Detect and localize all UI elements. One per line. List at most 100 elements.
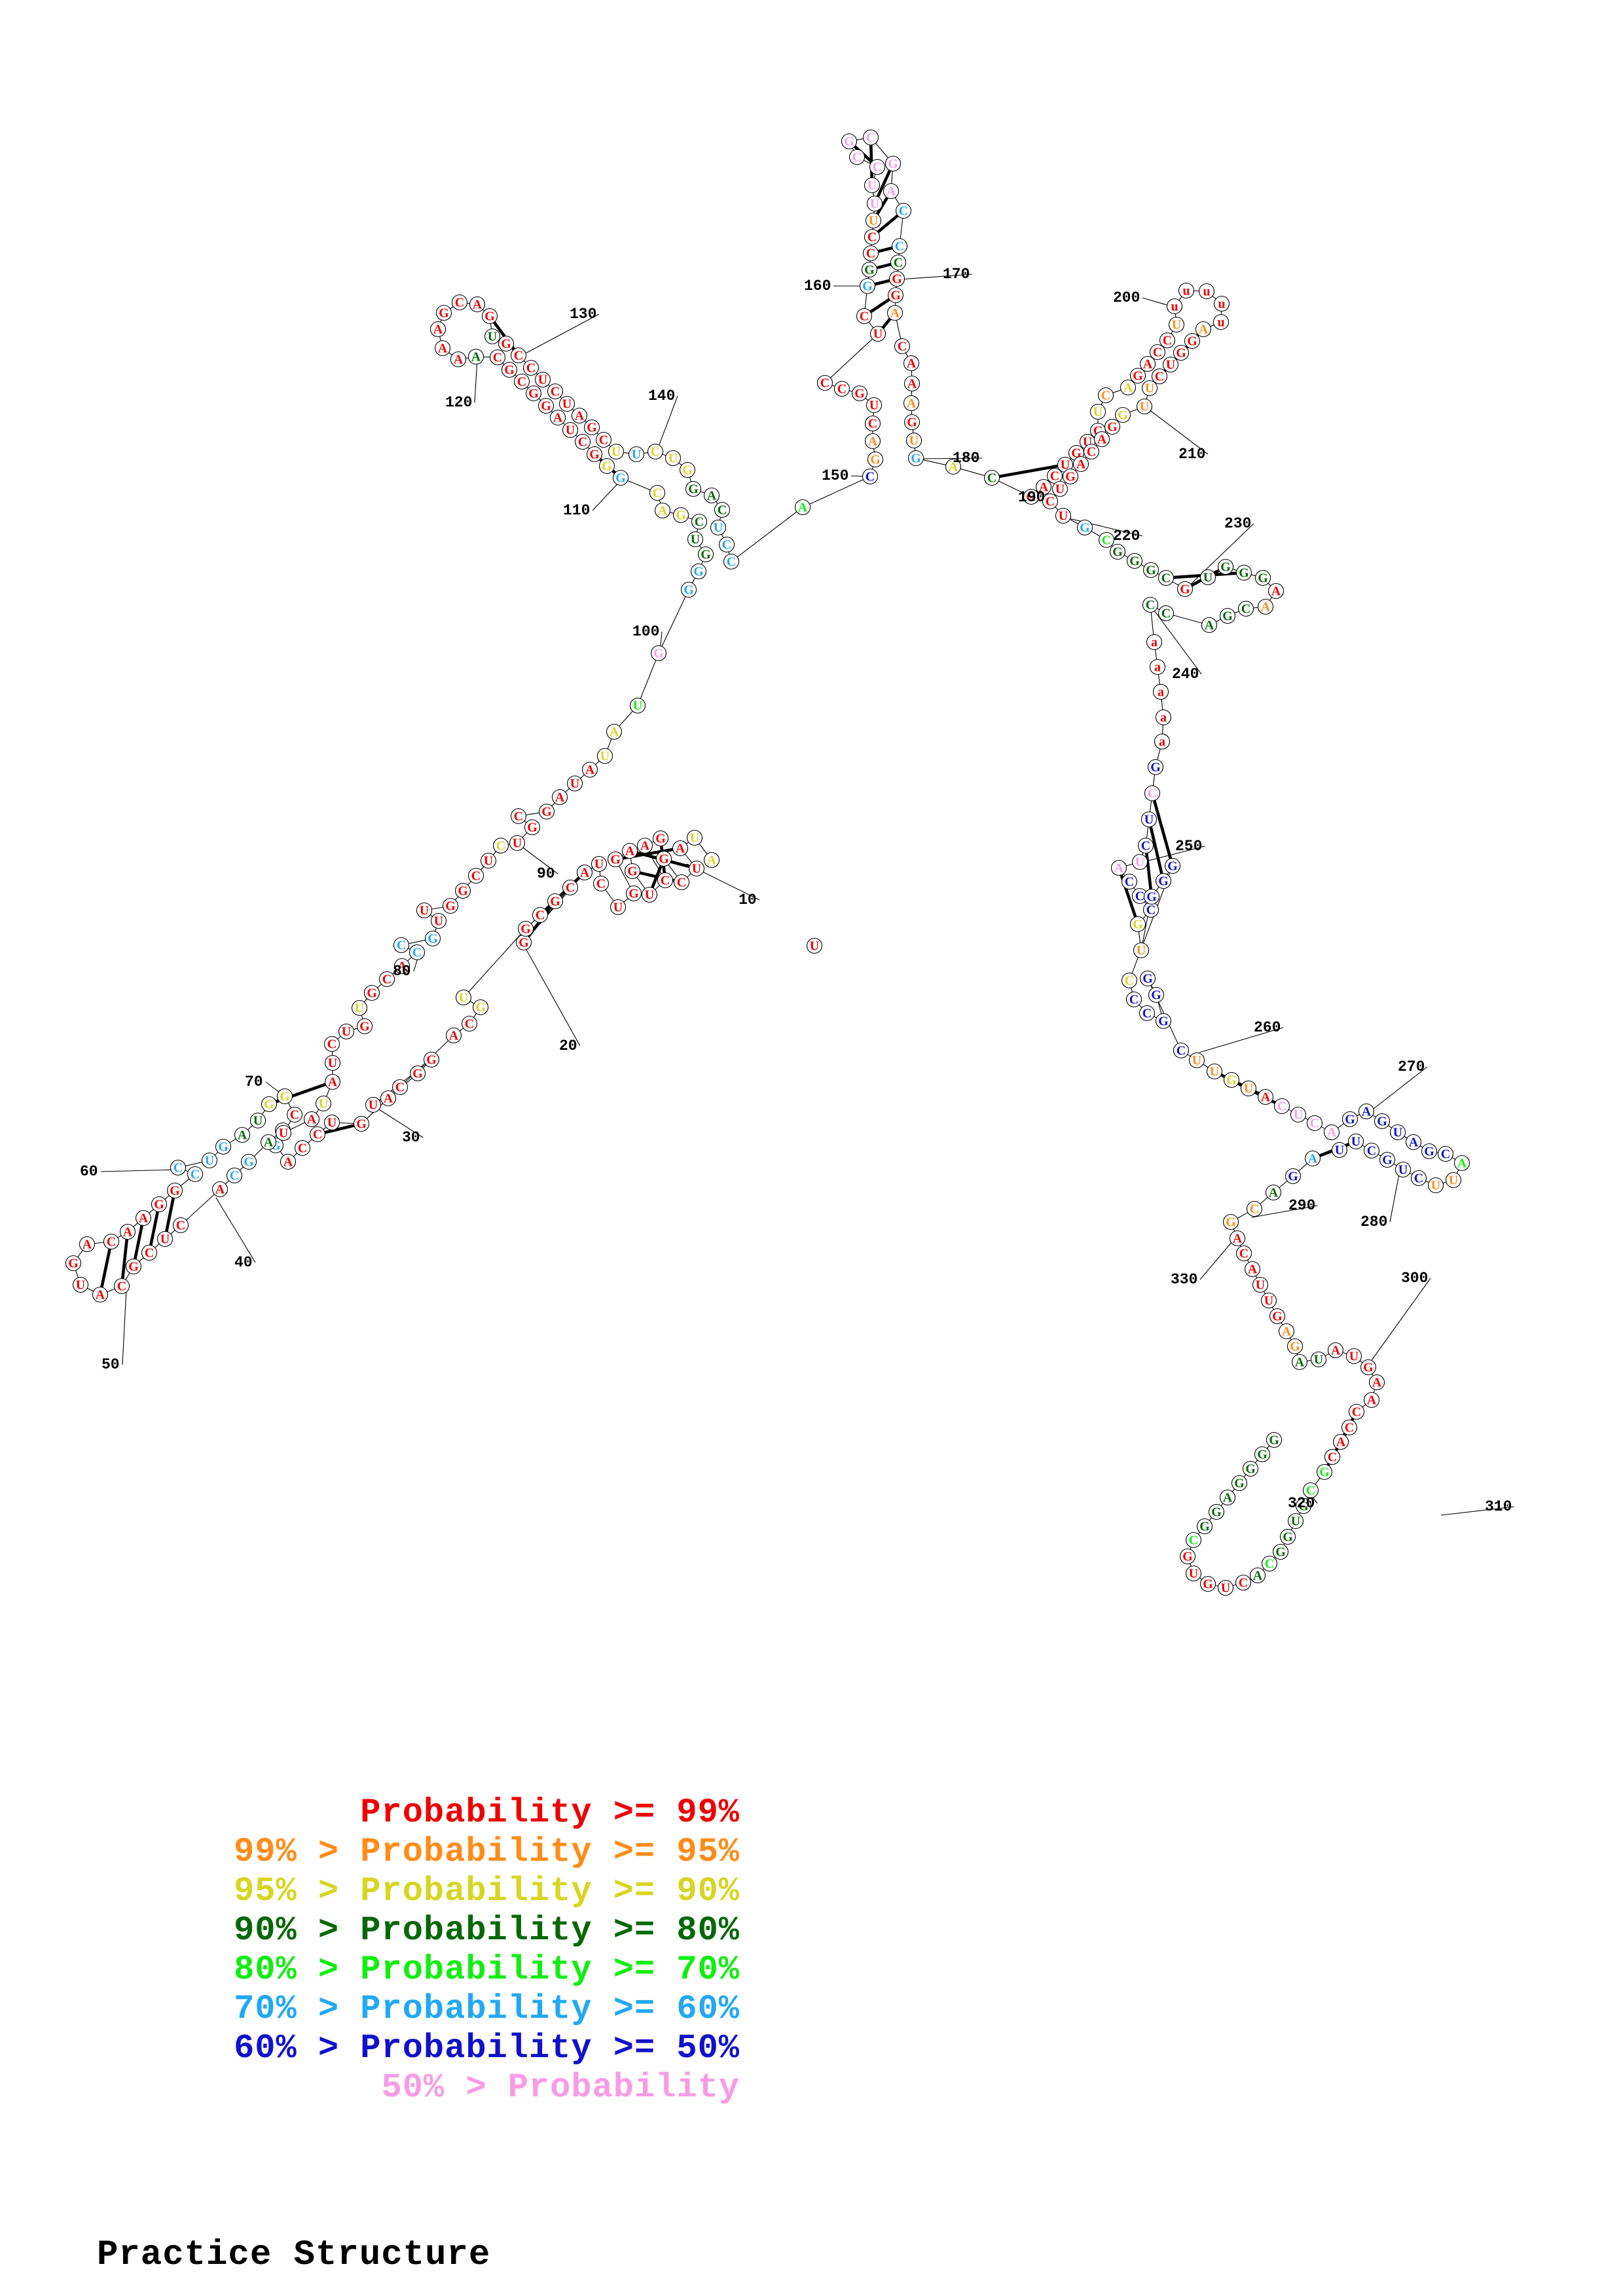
nucleotide-circle[interactable] xyxy=(416,902,433,919)
nucleotide-circle[interactable] xyxy=(1162,356,1179,373)
nucleotide-circle[interactable] xyxy=(1178,282,1195,299)
nucleotide-circle[interactable] xyxy=(612,469,629,486)
nucleotide-circle[interactable] xyxy=(455,989,472,1006)
nucleotide-circle[interactable] xyxy=(1093,431,1110,448)
nucleotide-circle[interactable] xyxy=(489,349,506,366)
nucleotide-circle[interactable] xyxy=(624,863,641,880)
nucleotide-circle[interactable] xyxy=(409,944,426,961)
nucleotide-circle[interactable] xyxy=(650,645,667,662)
nucleotide-circle[interactable] xyxy=(1302,1482,1319,1499)
nucleotide-circle[interactable] xyxy=(480,852,497,869)
nucleotide-circle[interactable] xyxy=(621,842,638,859)
nucleotide-circle[interactable] xyxy=(1055,507,1072,524)
nucleotide-circle[interactable] xyxy=(1125,991,1142,1008)
nucleotide-circle[interactable] xyxy=(866,397,883,414)
nucleotide-circle[interactable] xyxy=(1246,1200,1263,1217)
nucleotide-circle[interactable] xyxy=(685,480,702,497)
nucleotide-circle[interactable] xyxy=(856,308,873,325)
nucleotide-circle[interactable] xyxy=(1185,1532,1202,1549)
nucleotide-circle[interactable] xyxy=(1213,295,1230,312)
nucleotide-circle[interactable] xyxy=(861,261,878,278)
nucleotide-circle[interactable] xyxy=(442,897,459,914)
nucleotide-circle[interactable] xyxy=(686,829,703,846)
nucleotide-circle[interactable] xyxy=(501,361,518,378)
nucleotide-circle[interactable] xyxy=(1269,1308,1286,1325)
nucleotide-circle[interactable] xyxy=(1331,1141,1348,1158)
nucleotide-circle[interactable] xyxy=(1142,562,1159,579)
nucleotide-circle[interactable] xyxy=(92,1286,109,1303)
nucleotide-circle[interactable] xyxy=(1158,569,1175,586)
nucleotide-circle[interactable] xyxy=(905,432,922,449)
nucleotide-circle[interactable] xyxy=(894,338,911,355)
nucleotide-circle[interactable] xyxy=(1042,493,1059,510)
nucleotide-circle[interactable] xyxy=(903,355,920,372)
nucleotide-circle[interactable] xyxy=(1223,1071,1240,1088)
nucleotide-circle[interactable] xyxy=(338,1023,355,1040)
nucleotide-circle[interactable] xyxy=(687,531,704,548)
nucleotide-circle[interactable] xyxy=(1219,607,1236,624)
nucleotide-circle[interactable] xyxy=(547,383,564,400)
nucleotide-circle[interactable] xyxy=(534,371,551,388)
nucleotide-circle[interactable] xyxy=(1143,888,1160,905)
nucleotide-circle[interactable] xyxy=(581,761,598,778)
nucleotide-circle[interactable] xyxy=(467,348,484,365)
nucleotide-circle[interactable] xyxy=(454,882,471,899)
nucleotide-circle[interactable] xyxy=(1155,872,1172,889)
nucleotide-circle[interactable] xyxy=(1267,583,1285,600)
nucleotide-circle[interactable] xyxy=(1201,617,1218,634)
nucleotide-circle[interactable] xyxy=(629,697,646,714)
nucleotide-circle[interactable] xyxy=(1213,314,1230,331)
nucleotide-circle[interactable] xyxy=(636,837,653,854)
nucleotide-circle[interactable] xyxy=(1237,600,1254,617)
nucleotide-circle[interactable] xyxy=(65,1255,82,1272)
nucleotide-circle[interactable] xyxy=(1104,418,1121,435)
nucleotide-circle[interactable] xyxy=(1131,853,1148,870)
nucleotide-circle[interactable] xyxy=(833,380,850,397)
nucleotide-circle[interactable] xyxy=(983,469,1000,486)
nucleotide-circle[interactable] xyxy=(1129,916,1146,933)
nucleotide-circle[interactable] xyxy=(1144,785,1161,802)
nucleotide-circle[interactable] xyxy=(1051,480,1068,497)
nucleotide-circle[interactable] xyxy=(525,385,542,402)
nucleotide-circle[interactable] xyxy=(723,553,740,570)
nucleotide-circle[interactable] xyxy=(1173,344,1190,361)
nucleotide-circle[interactable] xyxy=(883,183,900,200)
nucleotide-circle[interactable] xyxy=(156,1230,173,1247)
nucleotide-circle[interactable] xyxy=(655,850,672,867)
nucleotide-circle[interactable] xyxy=(1231,1475,1248,1492)
nucleotide-circle[interactable] xyxy=(1129,367,1146,384)
nucleotide-circle[interactable] xyxy=(1379,1151,1396,1168)
nucleotide-circle[interactable] xyxy=(591,855,608,872)
nucleotide-circle[interactable] xyxy=(1121,972,1138,989)
nucleotide-circle[interactable] xyxy=(1266,1431,1283,1448)
nucleotide-circle[interactable] xyxy=(886,304,903,321)
nucleotide-circle[interactable] xyxy=(532,906,549,924)
nucleotide-circle[interactable] xyxy=(1126,552,1143,569)
nucleotide-circle[interactable] xyxy=(430,912,447,929)
nucleotide-circle[interactable] xyxy=(79,1236,96,1253)
nucleotide-circle[interactable] xyxy=(1348,1403,1365,1420)
nucleotide-circle[interactable] xyxy=(657,872,674,889)
nucleotide-circle[interactable] xyxy=(862,468,879,485)
nucleotide-circle[interactable] xyxy=(1332,1433,1349,1450)
nucleotide-circle[interactable] xyxy=(1279,1528,1296,1545)
nucleotide-circle[interactable] xyxy=(864,433,881,450)
nucleotide-circle[interactable] xyxy=(1098,531,1115,548)
nucleotide-circle[interactable] xyxy=(710,519,727,536)
nucleotide-circle[interactable] xyxy=(551,789,568,806)
nucleotide-circle[interactable] xyxy=(151,1196,168,1213)
nucleotide-circle[interactable] xyxy=(1142,596,1159,613)
nucleotide-circle[interactable] xyxy=(1324,1448,1341,1465)
nucleotide-circle[interactable] xyxy=(887,287,904,304)
nucleotide-circle[interactable] xyxy=(1323,1124,1340,1141)
nucleotide-circle[interactable] xyxy=(324,1054,341,1071)
nucleotide-circle[interactable] xyxy=(1199,1575,1216,1592)
nucleotide-circle[interactable] xyxy=(1121,873,1138,890)
nucleotide-circle[interactable] xyxy=(1152,683,1169,700)
nucleotide-circle[interactable] xyxy=(510,347,527,364)
nucleotide-circle[interactable] xyxy=(1316,1463,1333,1480)
nucleotide-circle[interactable] xyxy=(141,1244,158,1261)
nucleotide-circle[interactable] xyxy=(315,1095,332,1112)
nucleotide-circle[interactable] xyxy=(1235,1574,1252,1591)
nucleotide-circle[interactable] xyxy=(862,245,879,262)
